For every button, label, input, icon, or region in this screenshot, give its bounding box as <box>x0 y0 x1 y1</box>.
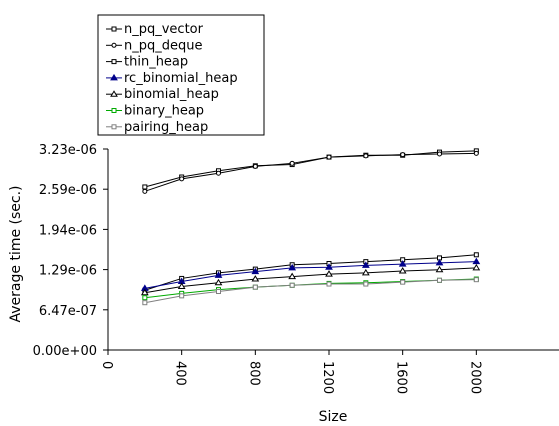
legend-marker <box>111 124 117 130</box>
data-point <box>363 153 369 159</box>
series-line <box>144 150 477 188</box>
data-point <box>252 284 258 290</box>
data-point <box>216 289 221 295</box>
data-point <box>400 279 406 285</box>
data-point <box>140 288 149 296</box>
data-point <box>325 270 333 277</box>
legend-item: binomial_heap <box>106 87 219 102</box>
data-point <box>437 277 442 283</box>
legend-label: n_pq_vector <box>124 22 204 37</box>
series-n-pq-deque <box>142 150 479 194</box>
data-point <box>288 272 297 280</box>
series-line <box>144 279 477 304</box>
data-point <box>142 295 148 301</box>
series-thin-heap <box>142 252 479 293</box>
series-line <box>144 267 477 294</box>
legend-item: n_pq_vector <box>106 22 204 37</box>
legend-marker <box>110 73 118 81</box>
y-ticks: 0.00e+00 6.47e-07 1.29e-06 1.94e-06 2.59e-06… <box>33 143 108 359</box>
legend-label: pairing_heap <box>124 120 208 135</box>
y-tick-label: 0.00e+00 <box>33 344 97 359</box>
y-axis-label: Average time (sec.) <box>8 186 24 323</box>
data-point <box>251 267 260 275</box>
legend-frame <box>97 14 265 136</box>
series-line <box>144 152 477 192</box>
data-point <box>473 150 479 156</box>
data-point <box>252 163 258 169</box>
data-point <box>326 281 332 287</box>
data-point <box>435 265 444 273</box>
x-tick-label: 1200 <box>320 361 335 394</box>
y-tick-label: 2.59e-06 <box>39 183 97 198</box>
legend-item: pairing_heap <box>106 120 208 135</box>
legend-label: binary_heap <box>124 104 204 119</box>
data-point <box>473 252 479 258</box>
data-point <box>214 271 223 278</box>
series-layer <box>140 148 481 306</box>
data-point <box>142 300 148 306</box>
series-n-pq-vector <box>142 148 479 190</box>
data-point <box>179 293 185 299</box>
legend-marker <box>111 59 117 65</box>
series-rc-binomial-heap <box>140 257 481 291</box>
x-ticks: 0 400 800 1200 1600 2000 <box>99 350 482 394</box>
y-tick-label: 3.23e-06 <box>39 143 97 158</box>
data-point <box>325 263 333 270</box>
series-binomial-heap <box>140 263 481 296</box>
legend-item: thin_heap <box>106 55 188 70</box>
data-point <box>289 282 295 288</box>
x-axis-label: Size <box>319 409 348 425</box>
data-point <box>142 184 148 190</box>
data-point <box>437 151 442 157</box>
series-line <box>144 254 477 291</box>
data-point <box>435 258 444 266</box>
legend-label: thin_heap <box>124 55 188 70</box>
legend-label: binomial_heap <box>124 87 219 102</box>
series-line <box>144 261 477 289</box>
legend-marker <box>111 42 117 48</box>
data-point <box>472 257 481 265</box>
data-point <box>179 176 185 182</box>
legend-marker <box>111 108 117 113</box>
data-point <box>288 263 297 271</box>
x-tick-label: 1600 <box>394 361 409 394</box>
data-point <box>177 282 186 290</box>
data-point <box>214 278 223 286</box>
legend-marker <box>110 90 118 97</box>
data-point <box>363 281 369 287</box>
data-point <box>398 266 407 274</box>
data-point <box>361 261 370 268</box>
data-point <box>361 268 370 276</box>
data-point <box>251 275 260 282</box>
series-pairing-heap <box>142 277 479 306</box>
legend-marker <box>111 26 117 32</box>
x-tick-label: 800 <box>246 361 261 386</box>
axes <box>107 149 559 351</box>
series-line <box>144 278 477 299</box>
legend-label: n_pq_deque <box>124 38 202 53</box>
y-tick-label: 1.94e-06 <box>39 223 97 238</box>
data-point <box>472 263 481 271</box>
data-point <box>398 260 407 267</box>
data-point <box>142 188 148 194</box>
y-tick-label: 1.29e-06 <box>39 264 97 279</box>
x-tick-label: 400 <box>173 361 188 386</box>
data-point <box>289 160 295 166</box>
legend-item: rc_binomial_heap <box>106 71 238 86</box>
y-tick-label: 6.47e-07 <box>39 304 97 319</box>
legend-label: rc_binomial_heap <box>124 71 238 86</box>
x-tick-label: 2000 <box>467 361 482 394</box>
data-point <box>400 152 406 158</box>
x-tick-label: 0 <box>99 361 114 369</box>
legend-item: n_pq_deque <box>106 38 202 53</box>
legend-item: binary_heap <box>106 104 204 119</box>
data-point <box>326 154 332 160</box>
data-point <box>473 277 479 283</box>
data-point <box>216 170 221 176</box>
